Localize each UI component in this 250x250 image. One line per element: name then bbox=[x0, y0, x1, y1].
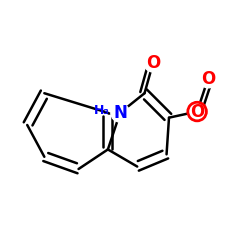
Circle shape bbox=[111, 104, 130, 122]
Circle shape bbox=[144, 54, 163, 72]
Text: O: O bbox=[201, 70, 215, 87]
Circle shape bbox=[199, 69, 218, 88]
Text: N: N bbox=[113, 104, 127, 122]
Circle shape bbox=[188, 102, 206, 121]
Text: O: O bbox=[146, 54, 160, 72]
Text: O: O bbox=[190, 102, 204, 120]
Text: H₃: H₃ bbox=[94, 104, 110, 117]
